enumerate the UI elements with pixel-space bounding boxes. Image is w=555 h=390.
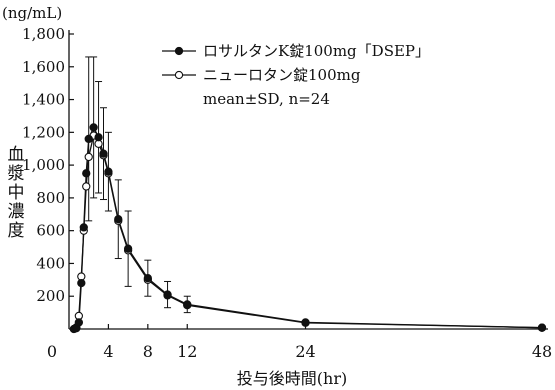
y-tick-label: 200 xyxy=(36,287,65,305)
legend-note: mean±SD, n=24 xyxy=(203,90,330,108)
x-tick-label: 4 xyxy=(103,342,113,361)
legend-label: ニューロタン錠100mg xyxy=(203,66,361,84)
y-tick-label: 1,400 xyxy=(22,91,65,109)
filled-marker xyxy=(125,245,132,252)
x-tick-label: 24 xyxy=(295,342,315,361)
y-tick-label: 1,200 xyxy=(22,123,65,141)
filled-marker xyxy=(90,124,97,131)
filled-marker xyxy=(80,224,87,231)
filled-marker xyxy=(78,280,85,287)
filled-marker xyxy=(100,150,107,157)
y-tick-label: 1,800 xyxy=(22,25,65,43)
legend-label: ロサルタンK錠100mg「DSEP」 xyxy=(203,42,430,60)
y-axis-label-char: 中 xyxy=(8,183,25,203)
filled-marker xyxy=(95,134,102,141)
x-tick-label: 12 xyxy=(177,342,197,361)
series-markers xyxy=(70,124,545,333)
filled-marker xyxy=(302,319,309,326)
y-unit-label: (ng/mL) xyxy=(2,4,62,22)
legend: ロサルタンK錠100mg「DSEP」ニューロタン錠100mg mean±SD, n… xyxy=(162,42,430,108)
filled-marker xyxy=(85,135,92,142)
series-lines xyxy=(74,127,542,329)
series-line xyxy=(74,127,542,329)
y-tick-label: 400 xyxy=(36,254,65,272)
y-axis-label-char: 濃 xyxy=(8,202,25,222)
filled-marker xyxy=(83,170,90,177)
x-tick-label: 8 xyxy=(143,342,153,361)
y-tick-label: 600 xyxy=(36,222,65,240)
legend-marker xyxy=(175,71,182,78)
error-bars xyxy=(85,57,191,313)
y-ticks: 200 400 600 800 1,000 1,200 1,400 1,600 1,800 xyxy=(22,25,74,305)
x-tick-label: 0 xyxy=(47,342,57,361)
x-tick-label: 48 xyxy=(532,342,552,361)
y-tick-label: 1,600 xyxy=(22,58,65,76)
y-axis-label-char: 度 xyxy=(8,221,25,241)
filled-marker xyxy=(105,168,112,175)
filled-marker xyxy=(115,216,122,223)
filled-marker xyxy=(144,275,151,282)
open-marker xyxy=(83,183,90,190)
open-marker xyxy=(85,153,92,160)
filled-marker xyxy=(184,301,191,308)
y-tick-label: 1,000 xyxy=(22,156,65,174)
y-tick-label: 800 xyxy=(36,189,65,207)
filled-marker xyxy=(538,324,545,331)
x-axis-label: 投与後時間(hr) xyxy=(237,369,347,388)
legend-marker xyxy=(175,47,182,54)
series-line xyxy=(74,136,542,329)
filled-marker xyxy=(164,291,171,298)
filled-marker xyxy=(75,319,82,326)
